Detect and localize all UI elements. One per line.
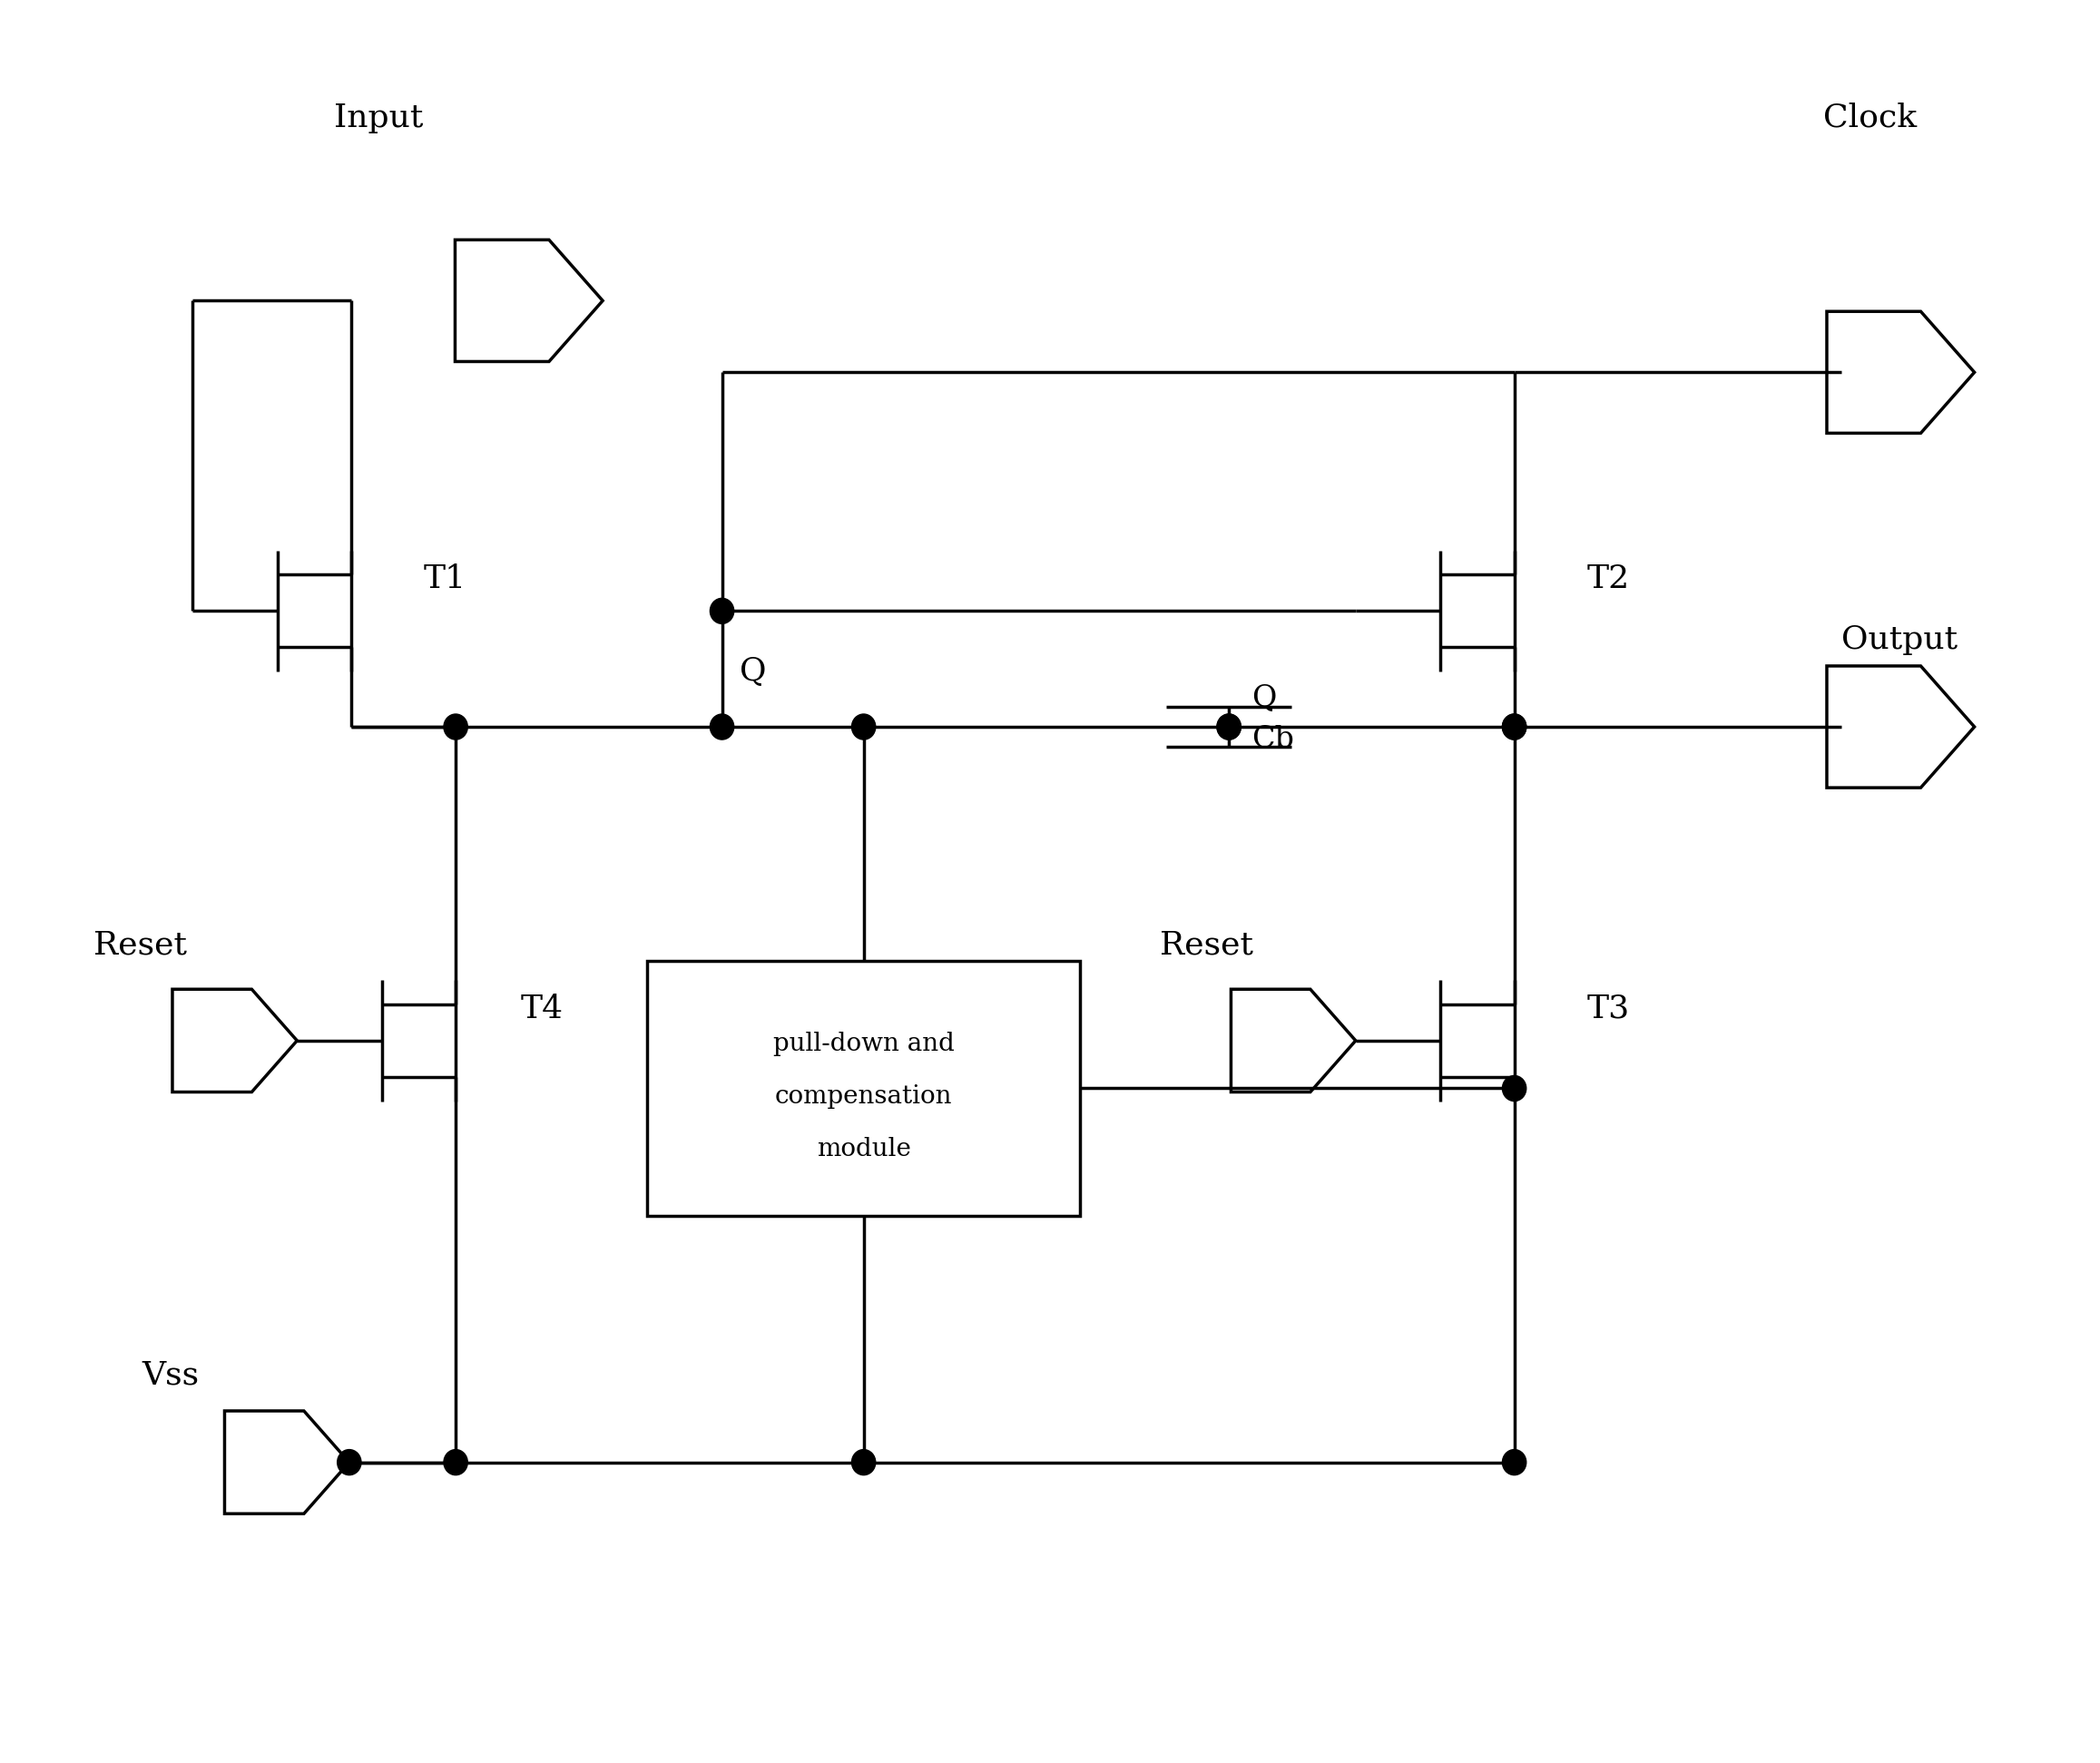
Circle shape	[853, 714, 876, 739]
Bar	[647, 961, 1079, 1216]
Text: T3: T3	[1588, 993, 1630, 1024]
Text: Cb: Cb	[1252, 725, 1294, 755]
Text: Vss: Vss	[141, 1359, 199, 1391]
Text: T1: T1	[424, 564, 466, 594]
Text: module: module	[817, 1137, 911, 1162]
Text: Output: Output	[1842, 624, 1957, 654]
Text: Reset: Reset	[94, 929, 187, 961]
Circle shape	[1218, 714, 1241, 739]
Circle shape	[443, 714, 468, 739]
Circle shape	[853, 1449, 876, 1476]
Circle shape	[338, 1449, 361, 1476]
Text: Clock: Clock	[1823, 102, 1917, 134]
Circle shape	[1502, 1449, 1527, 1476]
Text: Q: Q	[1252, 684, 1277, 712]
Text: Q: Q	[739, 656, 766, 686]
Text: compensation: compensation	[775, 1084, 951, 1109]
Circle shape	[710, 598, 733, 624]
Circle shape	[443, 1449, 468, 1476]
Circle shape	[1502, 714, 1527, 739]
Circle shape	[1502, 1075, 1527, 1102]
Text: T4: T4	[521, 993, 563, 1024]
Text: Input: Input	[334, 102, 424, 134]
Circle shape	[710, 714, 733, 739]
Text: Reset: Reset	[1159, 929, 1254, 961]
Text: pull-down and: pull-down and	[773, 1031, 953, 1056]
Circle shape	[1218, 714, 1241, 739]
Text: T2: T2	[1588, 564, 1630, 594]
Circle shape	[1502, 714, 1527, 739]
